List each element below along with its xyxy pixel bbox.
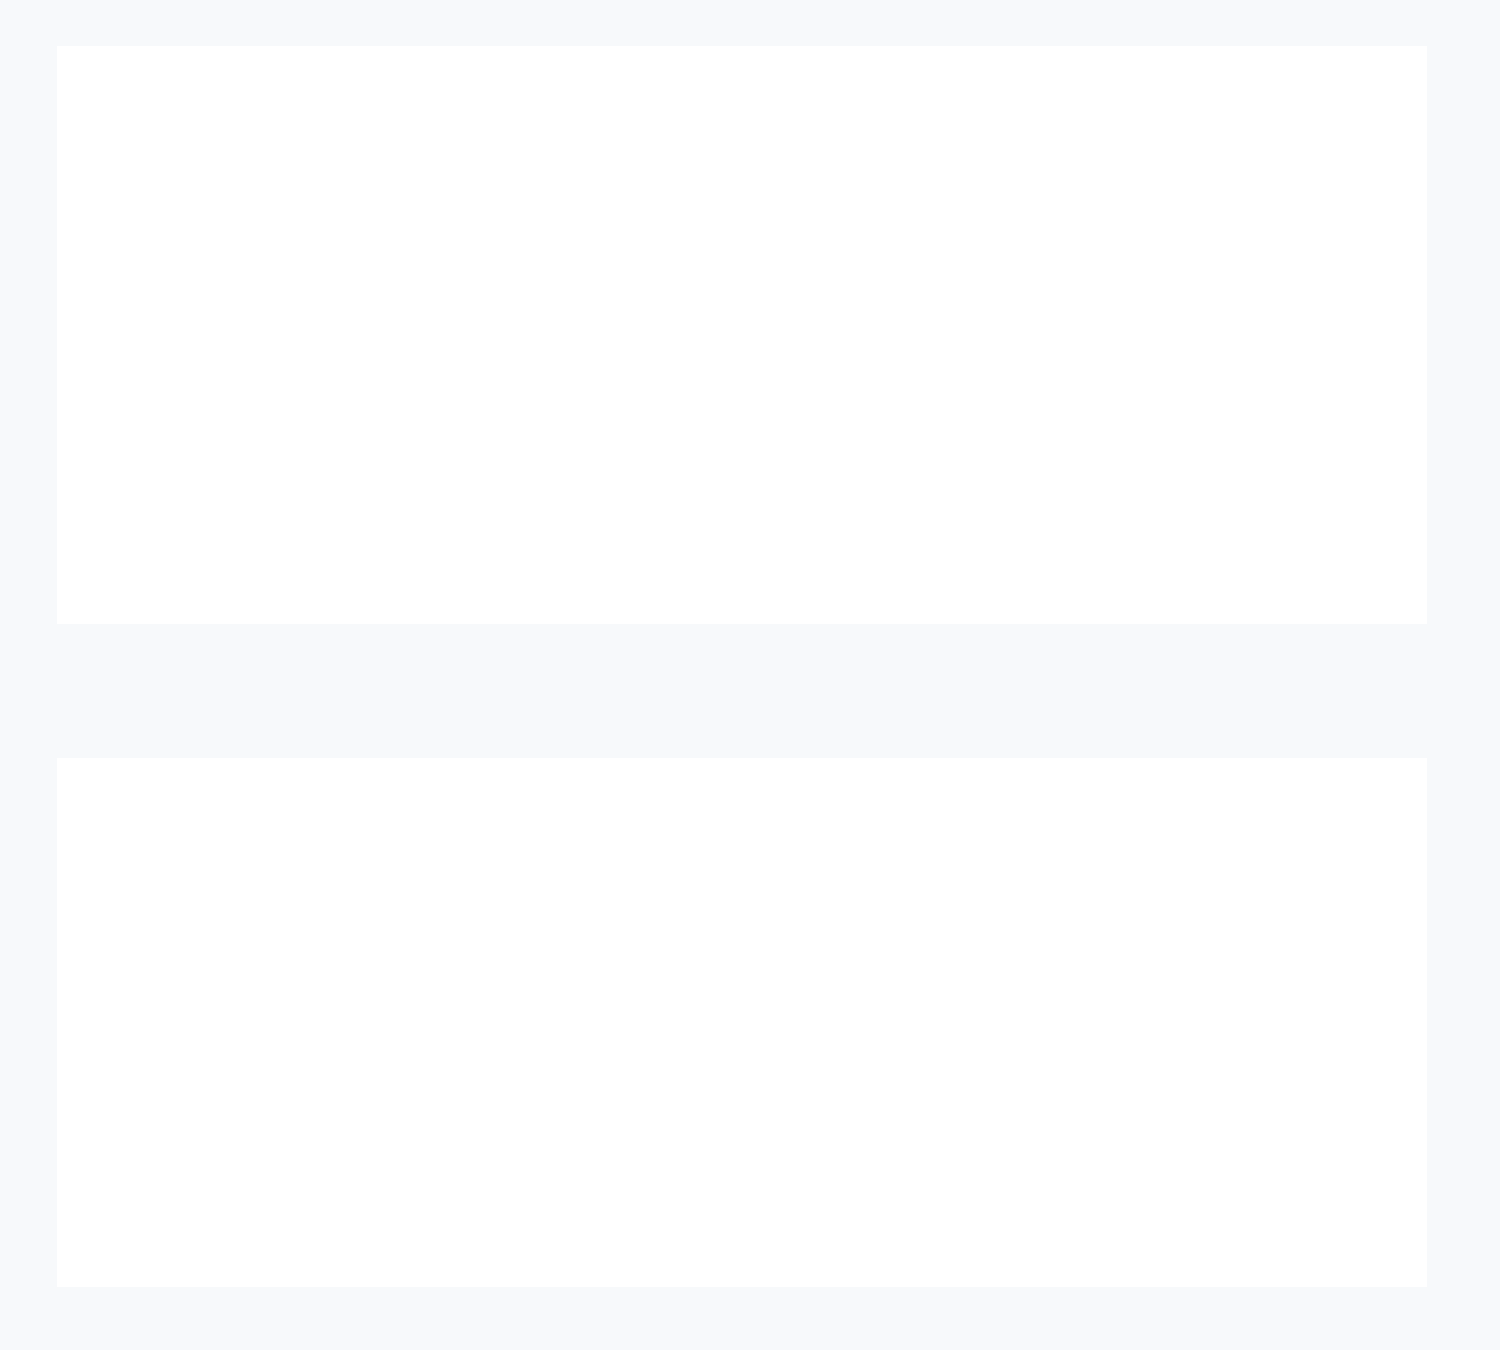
- panel-full-history: [0, 0, 1500, 675]
- top-chart-svg: [57, 46, 1427, 624]
- panel-detailed-view: [0, 675, 1500, 1350]
- bottom-plot-background: [57, 758, 1427, 1287]
- top-plot-area: [57, 46, 1427, 624]
- top-plot-background: [57, 46, 1427, 624]
- bottom-chart-svg: [57, 758, 1427, 1287]
- bottom-plot-area: [57, 758, 1427, 1287]
